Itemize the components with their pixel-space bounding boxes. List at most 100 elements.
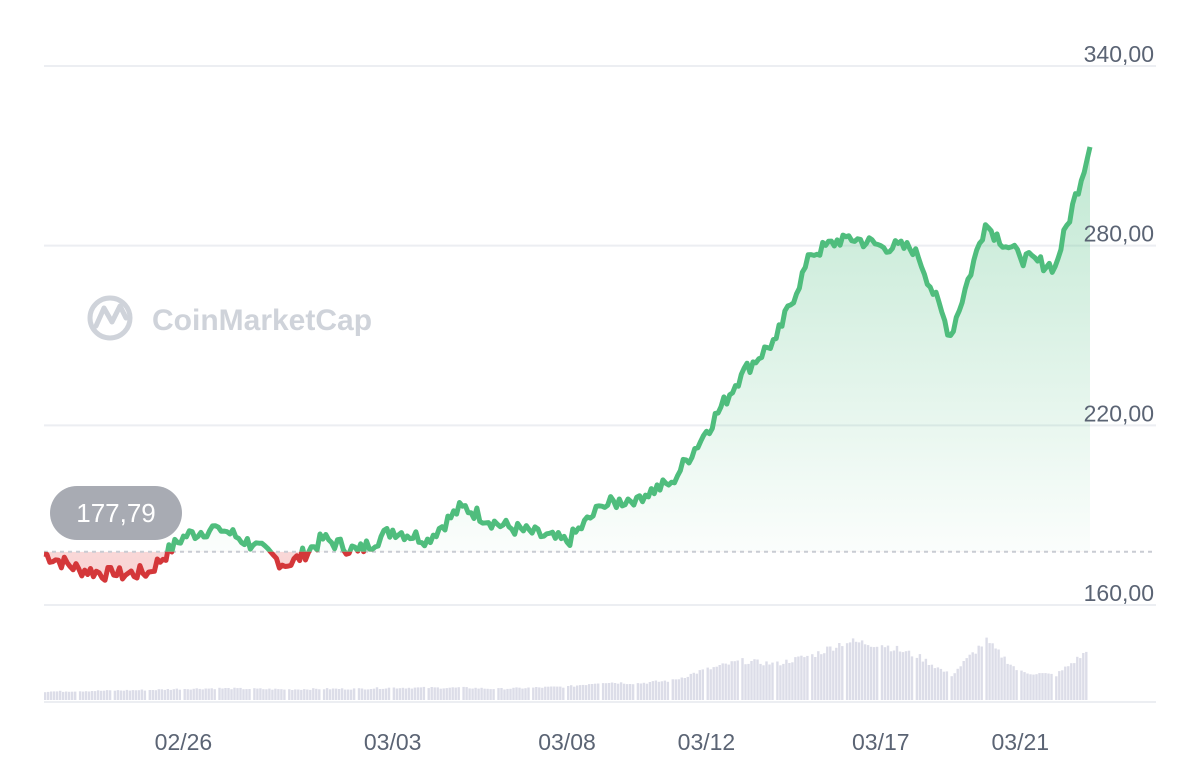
volume-bar	[788, 663, 791, 700]
volume-bar	[588, 684, 591, 700]
price-line-up	[44, 146, 1093, 552]
volume-bar	[692, 672, 695, 700]
volume-bar	[889, 651, 893, 700]
volume-bar	[274, 688, 277, 700]
volume-bar	[65, 691, 68, 700]
volume-bar	[401, 687, 405, 700]
volume-bar	[360, 688, 364, 700]
volume-bar	[186, 689, 189, 700]
volume-bar	[832, 650, 835, 700]
volume-bar	[733, 661, 736, 700]
volume-bar	[346, 689, 350, 700]
watermark: CoinMarketCap	[87, 295, 372, 341]
volume-bar	[134, 690, 138, 700]
volume-bar	[768, 664, 771, 700]
volume-bar	[956, 668, 959, 700]
volume-bar	[654, 680, 658, 700]
volume-bar	[315, 688, 318, 700]
volume-bar	[253, 688, 256, 700]
volume-bar	[803, 657, 806, 700]
volume-bar	[259, 688, 262, 700]
volume-bar	[921, 661, 925, 700]
volume-bar	[448, 687, 451, 700]
volume-bar	[119, 690, 123, 700]
volume-bar	[84, 691, 88, 700]
volume-bar	[151, 690, 154, 700]
volume-bar	[1023, 672, 1026, 700]
volume-bar	[312, 688, 315, 700]
volume-bar	[218, 687, 221, 700]
volume-bar	[518, 687, 521, 700]
volume-bar	[597, 683, 600, 700]
volume-bar	[829, 646, 832, 700]
volume-bar	[325, 688, 329, 700]
volume-bar	[811, 654, 814, 700]
volume-bar	[410, 688, 414, 700]
volume-bar	[492, 689, 495, 700]
volume-bar	[445, 688, 448, 700]
volume-bar	[883, 647, 887, 700]
volume-bar	[163, 689, 166, 700]
volume-bar	[706, 667, 709, 700]
volume-bar	[872, 647, 876, 700]
volume-bar	[744, 664, 747, 700]
volume-bar	[297, 689, 300, 700]
volume-bar	[544, 686, 547, 700]
watermark-text: CoinMarketCap	[152, 304, 372, 337]
volume-bar	[625, 684, 629, 700]
volume-bar	[108, 690, 112, 700]
volume-bar	[663, 680, 667, 700]
volume-bar	[1003, 656, 1006, 700]
area-above-baseline	[44, 146, 1090, 552]
reference-badge: 177,79	[50, 486, 182, 540]
volume-bar	[910, 656, 914, 700]
volume-bar	[980, 646, 983, 700]
volume-bar	[1050, 673, 1053, 700]
volume-bar	[585, 685, 588, 700]
volume-bar	[489, 689, 492, 700]
x-tick-label: 03/03	[364, 729, 422, 755]
volume-bar	[227, 688, 230, 700]
volume-bar	[628, 684, 632, 700]
volume-bar	[430, 687, 433, 700]
volume-bar	[113, 690, 117, 700]
volume-bar	[99, 690, 103, 700]
volume-bar	[541, 687, 544, 700]
volume-bar	[404, 688, 408, 700]
volume-bar	[869, 646, 873, 700]
volume-bar	[306, 689, 309, 700]
volume-bar	[384, 688, 388, 700]
volume-bar	[845, 643, 849, 700]
volume-bar	[230, 689, 233, 700]
volume-bar	[814, 657, 817, 700]
volume-bar	[619, 682, 623, 700]
volume-bar	[233, 687, 236, 700]
volume-bar	[183, 689, 186, 700]
volume-bar	[497, 688, 500, 700]
volume-bar	[468, 688, 471, 700]
x-tick-label: 03/08	[538, 729, 596, 755]
volume-bar	[116, 690, 120, 700]
volume-bar	[930, 664, 934, 700]
volume-bar	[392, 687, 396, 700]
volume-bar	[395, 688, 399, 700]
volume-bar	[1038, 673, 1041, 700]
volume-bar	[1009, 664, 1012, 700]
volume-bar	[680, 677, 683, 700]
volume-bar	[277, 689, 280, 700]
volume-bar	[44, 692, 47, 700]
volume-bar	[985, 637, 988, 700]
x-tick-label: 03/21	[991, 729, 1049, 755]
volume-bar	[457, 687, 460, 700]
volume-bar	[933, 668, 937, 700]
volume-bar	[50, 691, 53, 700]
volume-bar	[968, 654, 971, 700]
coinmarketcap-logo-icon	[87, 295, 133, 341]
volume-bar	[591, 684, 594, 700]
volume-bar	[651, 681, 655, 700]
volume-bar	[724, 663, 727, 700]
volume-bar	[500, 688, 503, 700]
price-area	[44, 146, 1090, 581]
volume-bar	[303, 689, 306, 700]
